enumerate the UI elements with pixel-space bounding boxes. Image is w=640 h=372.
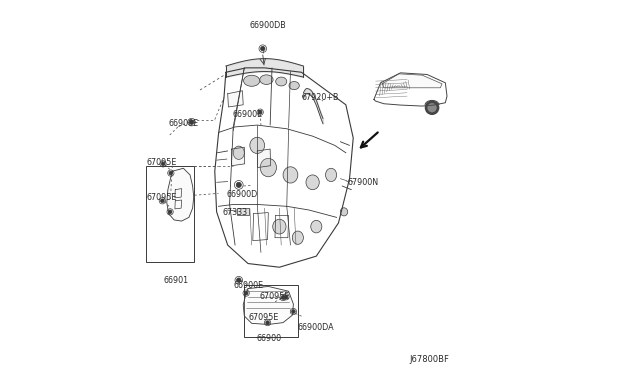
- Circle shape: [236, 182, 241, 187]
- Circle shape: [425, 100, 440, 115]
- Ellipse shape: [273, 219, 286, 234]
- Ellipse shape: [260, 75, 273, 84]
- Circle shape: [168, 210, 172, 214]
- Bar: [244, 285, 298, 337]
- Circle shape: [281, 296, 285, 299]
- Text: 67095E: 67095E: [147, 157, 177, 167]
- Polygon shape: [232, 147, 244, 166]
- Circle shape: [244, 291, 248, 295]
- Bar: [147, 166, 195, 262]
- Ellipse shape: [233, 146, 244, 160]
- Ellipse shape: [292, 231, 303, 244]
- Text: 67095E: 67095E: [259, 292, 289, 301]
- Text: 66900: 66900: [257, 334, 282, 343]
- Polygon shape: [228, 91, 243, 107]
- Circle shape: [189, 120, 194, 124]
- Text: 66901: 66901: [163, 276, 188, 285]
- Circle shape: [428, 103, 436, 112]
- Text: 67095E: 67095E: [147, 193, 177, 202]
- Circle shape: [284, 295, 288, 299]
- Polygon shape: [257, 149, 271, 167]
- Circle shape: [161, 199, 164, 203]
- Text: 67333: 67333: [223, 208, 248, 218]
- Circle shape: [161, 162, 165, 166]
- Ellipse shape: [276, 77, 287, 86]
- Polygon shape: [167, 168, 194, 221]
- Polygon shape: [243, 286, 293, 324]
- Text: 66900DB: 66900DB: [250, 21, 287, 30]
- Text: 66900E: 66900E: [232, 109, 262, 119]
- Circle shape: [259, 110, 262, 114]
- Polygon shape: [382, 74, 442, 88]
- Text: 66900E: 66900E: [168, 119, 199, 128]
- Text: 66900D: 66900D: [227, 190, 258, 199]
- Text: 67920+B: 67920+B: [301, 93, 339, 102]
- Text: J67800BF: J67800BF: [410, 355, 449, 364]
- Ellipse shape: [289, 81, 300, 90]
- Ellipse shape: [250, 137, 264, 154]
- Text: 67095E: 67095E: [248, 313, 278, 322]
- Text: 66900E: 66900E: [233, 281, 263, 290]
- Circle shape: [169, 171, 173, 175]
- Text: 67900N: 67900N: [348, 178, 379, 187]
- Ellipse shape: [311, 220, 322, 233]
- Circle shape: [260, 46, 265, 51]
- Ellipse shape: [306, 175, 319, 190]
- Ellipse shape: [340, 208, 348, 216]
- Circle shape: [237, 278, 241, 282]
- Ellipse shape: [260, 158, 276, 177]
- Ellipse shape: [244, 75, 260, 86]
- Circle shape: [266, 321, 269, 324]
- Ellipse shape: [283, 167, 298, 183]
- Text: 66900DA: 66900DA: [298, 323, 335, 332]
- Ellipse shape: [326, 168, 337, 182]
- Bar: [237, 208, 249, 215]
- Circle shape: [292, 310, 295, 313]
